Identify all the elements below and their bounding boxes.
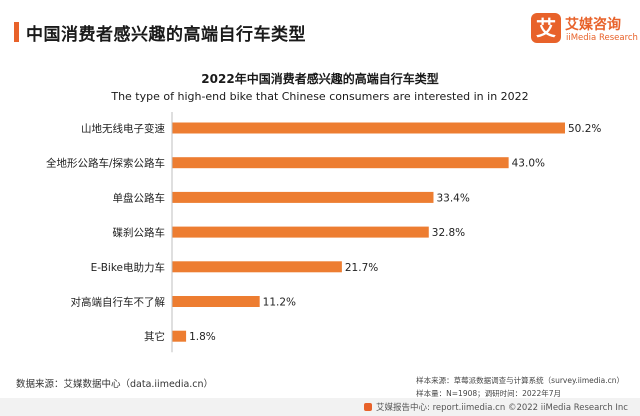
- category-label: 其它: [144, 330, 165, 343]
- bar: [172, 122, 565, 134]
- logo-en-text: iiMedia Research: [566, 33, 638, 43]
- bar: [172, 330, 187, 342]
- copyright: 艾媒报告中心: report.iimedia.cn ©2022 iiMedia …: [364, 401, 628, 413]
- chart-title: 2022年中国消费者感兴趣的高端自行车类型: [201, 72, 439, 86]
- chart-subtitle: The type of high-end bike that Chinese c…: [111, 90, 529, 103]
- value-label: 32.8%: [432, 227, 465, 239]
- bar: [172, 226, 429, 238]
- value-label: 33.4%: [436, 192, 469, 204]
- iimedia-logo: 艾 艾媒咨询 iiMedia Research: [531, 13, 638, 49]
- header: 中国消费者感兴趣的高端自行车类型 艾 艾媒咨询 iiMedia Research: [0, 0, 640, 60]
- title-accent-bar: [14, 22, 19, 42]
- category-label: E-Bike电助力车: [91, 261, 165, 274]
- sample-size-note: 样本量：N=1908；调研时间：2022年7月: [416, 389, 561, 398]
- value-label: 50.2%: [568, 123, 601, 135]
- report-center-icon: [364, 403, 373, 411]
- logo-cn-text: 艾媒咨询: [565, 17, 621, 33]
- bar: [172, 261, 342, 273]
- value-label: 21.7%: [345, 262, 378, 274]
- sample-notes: 样本来源：草莓派数据调查与计算系统（survey.iimedia.cn） 样本量…: [416, 374, 624, 400]
- sample-source-note: 样本来源：草莓派数据调查与计算系统（survey.iimedia.cn）: [416, 376, 624, 385]
- data-source: 数据来源：艾媒数据中心（data.iimedia.cn）: [16, 379, 214, 390]
- category-label: 全地形公路车/探索公路车: [46, 157, 165, 170]
- category-label: 对高端自行车不了解: [71, 296, 166, 309]
- bar: [172, 191, 434, 203]
- bar: [172, 296, 260, 307]
- bar: [172, 157, 509, 169]
- category-label: 单盘公路车: [113, 191, 166, 204]
- bottom-bar: 艾媒报告中心: report.iimedia.cn ©2022 iiMedia …: [0, 398, 640, 416]
- value-label: 1.8%: [189, 331, 216, 343]
- category-label: 山地无线电子变速: [81, 122, 165, 135]
- category-label: 碟刹公路车: [113, 226, 166, 239]
- value-label: 11.2%: [263, 297, 296, 309]
- copyright-text: 艾媒报告中心: report.iimedia.cn ©2022 iiMedia …: [376, 403, 628, 413]
- value-label: 43.0%: [512, 158, 545, 170]
- logo-mark-icon: 艾: [531, 13, 561, 43]
- page-title: 中国消费者感兴趣的高端自行车类型: [26, 25, 306, 45]
